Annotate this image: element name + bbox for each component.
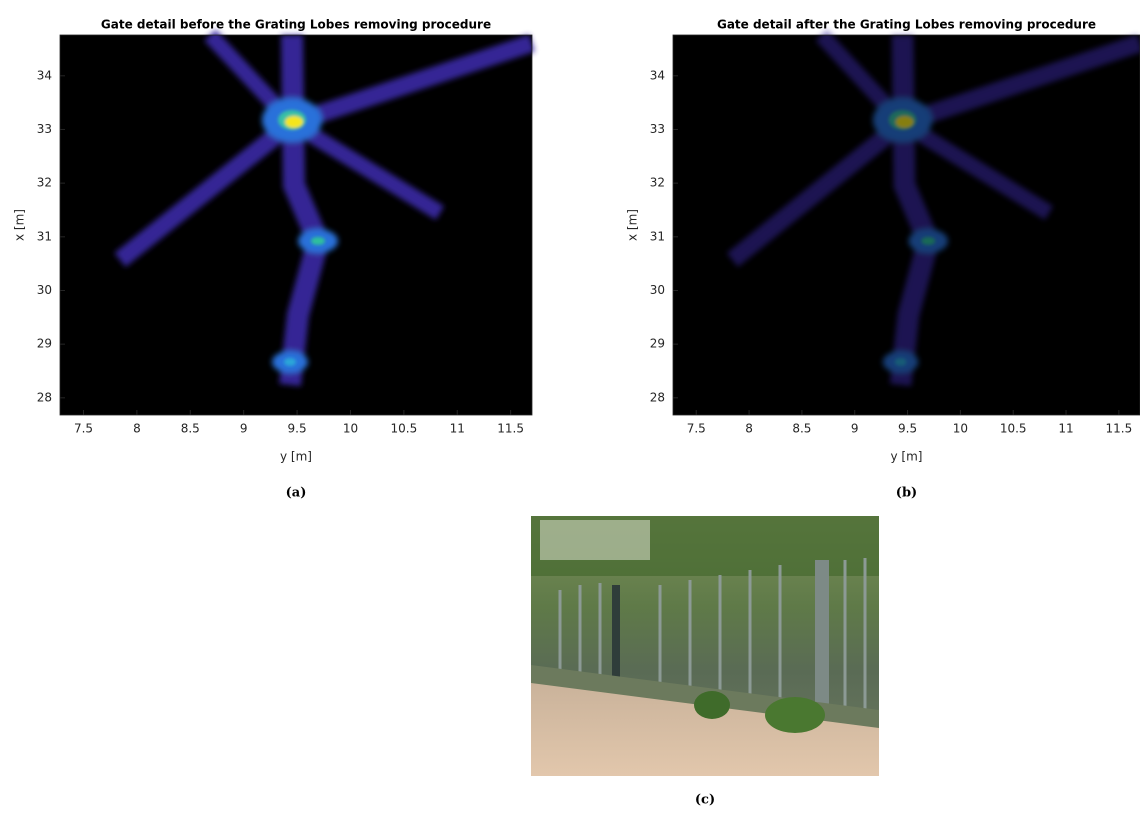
caption: (b): [896, 486, 917, 501]
x-tick-label: 11: [1058, 422, 1073, 436]
x-tick-label: 9.5: [288, 422, 307, 436]
x-tick-label: 11.5: [1106, 422, 1133, 436]
x-tick-label: 10: [343, 422, 358, 436]
x-tick-label: 11: [450, 422, 465, 436]
x-tick-label: 10.5: [1000, 422, 1027, 436]
body: (c) Gate detail before the Grating Lobes…: [0, 0, 1140, 816]
caption: (c): [695, 793, 715, 808]
x-tick-label: 9: [851, 422, 859, 436]
x-tick-label: 9: [240, 422, 248, 436]
y-tick-label: 28: [650, 390, 665, 404]
y-tick-label: 30: [37, 283, 52, 297]
y-axis-label: x [m]: [626, 209, 640, 241]
x-tick-label: 9.5: [898, 422, 917, 436]
x-tick-label: 8: [133, 422, 141, 436]
x-tick-label: 8.5: [181, 422, 200, 436]
heatmap: [60, 35, 532, 415]
x-tick-label: 10: [953, 422, 968, 436]
y-tick-label: 29: [37, 337, 52, 351]
y-tick-label: 31: [37, 229, 52, 243]
x-tick-label: 10.5: [390, 422, 417, 436]
y-tick-label: 28: [37, 390, 52, 404]
y-tick-label: 33: [37, 122, 52, 136]
y-tick-label: 32: [650, 176, 665, 190]
y-tick-label: 30: [650, 283, 665, 297]
x-tick-label: 7.5: [74, 422, 93, 436]
y-tick-label: 32: [37, 176, 52, 190]
x-axis-label: y [m]: [891, 450, 923, 464]
chart-title: Gate detail before the Grating Lobes rem…: [101, 18, 491, 32]
photo: [531, 516, 879, 776]
y-tick-label: 33: [650, 122, 665, 136]
y-axis-label: x [m]: [13, 209, 27, 241]
x-tick-label: 11.5: [497, 422, 524, 436]
heatmap: [673, 35, 1140, 415]
x-axis-label: y [m]: [280, 450, 312, 464]
x-tick-label: 8: [745, 422, 753, 436]
figure: (c) Gate detail before the Grating Lobes…: [0, 0, 1140, 812]
x-tick-label: 7.5: [687, 422, 706, 436]
y-tick-label: 31: [650, 229, 665, 243]
y-tick-label: 34: [37, 68, 52, 82]
chart-title: Gate detail after the Grating Lobes remo…: [717, 18, 1096, 32]
y-tick-label: 29: [650, 337, 665, 351]
caption: (a): [286, 486, 307, 501]
x-tick-label: 8.5: [792, 422, 811, 436]
y-tick-label: 34: [650, 68, 665, 82]
page: {"chart_data": [ {"type": "heatmap", "ti…: [0, 0, 1140, 816]
